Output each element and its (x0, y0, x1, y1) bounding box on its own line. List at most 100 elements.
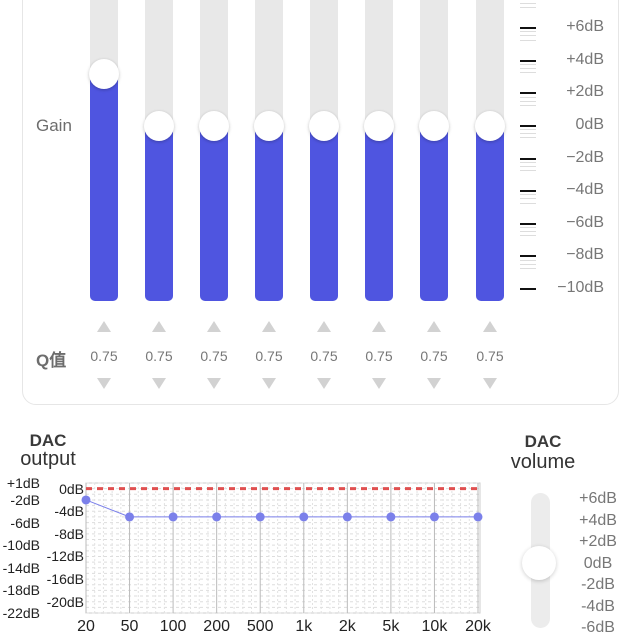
q-value: 0.75 (145, 348, 173, 364)
q-decrease-icon[interactable] (207, 378, 221, 389)
dac-output-title-line1: DAC (29, 431, 67, 450)
y-tick-label: -16dB (46, 571, 84, 588)
eq-band-knob[interactable] (144, 111, 174, 141)
eq-band-slider[interactable] (89, 0, 119, 301)
eq-band-slider[interactable] (199, 0, 229, 301)
eq-band-knob[interactable] (419, 111, 449, 141)
q-increase-icon[interactable] (317, 321, 331, 332)
eq-band-knob[interactable] (199, 111, 229, 141)
eq-band-slider[interactable] (309, 0, 339, 301)
scale-label: +8dB (540, 0, 604, 4)
q-increase-icon[interactable] (372, 321, 386, 332)
scale-minor-tick (520, 259, 536, 261)
eq-band-knob[interactable] (309, 111, 339, 141)
x-tick-label: 200 (203, 618, 230, 635)
scale-major-tick (520, 27, 536, 30)
x-tick-label: 20 (77, 618, 95, 635)
scale-minor-tick (520, 231, 536, 232)
y-tick-label: -10dB (2, 537, 40, 554)
response-point[interactable] (386, 512, 396, 522)
eq-band-slider[interactable] (419, 0, 449, 301)
dac-output-chart (81, 482, 483, 614)
eq-band-fill (310, 126, 338, 301)
scale-minor-tick (520, 194, 536, 196)
scale-minor-tick (520, 137, 536, 139)
x-tick-label: 10k (421, 618, 448, 635)
volume-label: 0dB (583, 554, 613, 572)
q-increase-icon[interactable] (97, 321, 111, 332)
q-increase-icon[interactable] (427, 321, 441, 332)
volume-label: +4dB (579, 511, 617, 529)
q-value: 0.75 (476, 348, 504, 364)
scale-minor-tick (520, 31, 536, 33)
response-point[interactable] (125, 512, 135, 522)
y-tick-label: -18dB (2, 582, 40, 599)
response-point[interactable] (342, 512, 352, 522)
q-decrease-icon[interactable] (317, 378, 331, 389)
scale-major-tick (520, 125, 536, 127)
scale-minor-tick (520, 161, 536, 163)
x-tick-label: 50 (120, 618, 139, 635)
dac-output-title: DAC output (10, 431, 86, 469)
q-decrease-icon[interactable] (262, 378, 276, 389)
q-value: 0.75 (365, 348, 393, 364)
response-point[interactable] (168, 512, 178, 522)
q-decrease-icon[interactable] (97, 378, 111, 389)
gain-label: Gain (36, 116, 72, 135)
scale-major-tick (520, 288, 536, 290)
scale-minor-tick (520, 63, 536, 65)
scale-label: 0dB (575, 116, 604, 133)
q-increase-icon[interactable] (262, 321, 276, 332)
q-increase-icon[interactable] (152, 321, 166, 332)
q-decrease-icon[interactable] (483, 378, 497, 389)
volume-label: +6dB (579, 490, 617, 507)
volume-label: -4dB (581, 597, 615, 615)
scale-minor-tick (520, 100, 536, 102)
scale-minor-tick (520, 169, 536, 171)
q-decrease-icon[interactable] (372, 378, 386, 389)
eq-band-knob[interactable] (89, 58, 119, 89)
response-point[interactable] (81, 495, 91, 505)
scale-label: +2dB (566, 83, 604, 101)
y-tick-label: -12dB (46, 548, 84, 565)
scale-major-tick (520, 92, 536, 95)
y-tick-label: -22dB (2, 605, 40, 621)
scale-minor-tick (520, 235, 536, 237)
x-tick-label: 2k (338, 618, 356, 635)
q-decrease-icon[interactable] (152, 378, 166, 389)
q-decrease-icon[interactable] (427, 378, 441, 389)
eq-band-fill (365, 126, 393, 301)
x-tick-label: 5k (382, 618, 400, 635)
scale-label: +6dB (566, 18, 604, 36)
eq-band-slider[interactable] (364, 0, 394, 301)
scale-minor-tick (520, 72, 536, 74)
q-value: 0.75 (420, 348, 448, 364)
plot-area (85, 482, 481, 614)
eq-band-knob[interactable] (475, 111, 505, 141)
q-increase-icon[interactable] (207, 321, 221, 332)
dac-volume-knob[interactable] (522, 545, 556, 580)
q-increase-icon[interactable] (483, 321, 497, 332)
response-point[interactable] (429, 512, 439, 522)
response-point[interactable] (473, 512, 483, 522)
eq-band-knob[interactable] (364, 111, 394, 141)
eq-band-slider[interactable] (144, 0, 174, 301)
response-point[interactable] (212, 512, 222, 522)
y-tick-label: 0dB (59, 480, 84, 497)
scale-label: −2dB (566, 148, 604, 166)
eq-band-knob[interactable] (254, 111, 284, 141)
eq-band-fill (255, 126, 283, 301)
eq-band-slider[interactable] (475, 0, 505, 301)
q-value: 0.75 (310, 348, 338, 364)
scale-minor-tick (520, 165, 536, 167)
scale-major-tick (520, 59, 536, 62)
eq-band-slider[interactable] (254, 0, 284, 301)
eq-band-fill (476, 126, 504, 301)
scale-major-tick (520, 157, 536, 160)
dac-volume-title-line1: DAC (524, 432, 562, 451)
scale-minor-tick (520, 6, 536, 8)
scale-major-tick (520, 222, 536, 225)
response-point[interactable] (299, 512, 309, 522)
scale-minor-tick (520, 96, 536, 98)
response-point[interactable] (255, 512, 265, 522)
